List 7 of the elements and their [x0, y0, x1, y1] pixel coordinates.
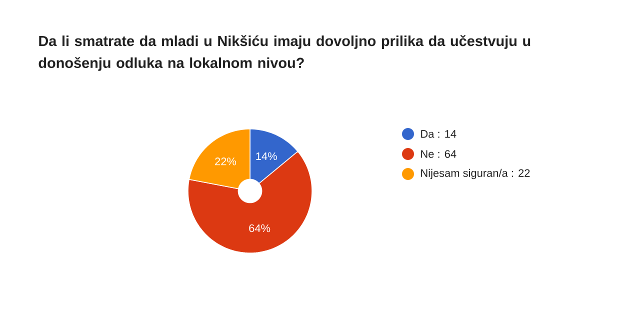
chart-title: Da li smatrate da mladi u Nikšiću imaju dovoljno prilika da učestvuju u donošenju odluka na lokalnom nivou?: [38, 35, 530, 71]
data-label: 14%: [256, 152, 277, 160]
data-label: 64%: [249, 224, 270, 232]
data-label: 22%: [215, 158, 236, 166]
legend-label: Ne : 64: [421, 150, 456, 158]
legend-label: Da : 14: [421, 130, 456, 138]
legend-label: Nijesam siguran/a : 22: [421, 168, 530, 180]
